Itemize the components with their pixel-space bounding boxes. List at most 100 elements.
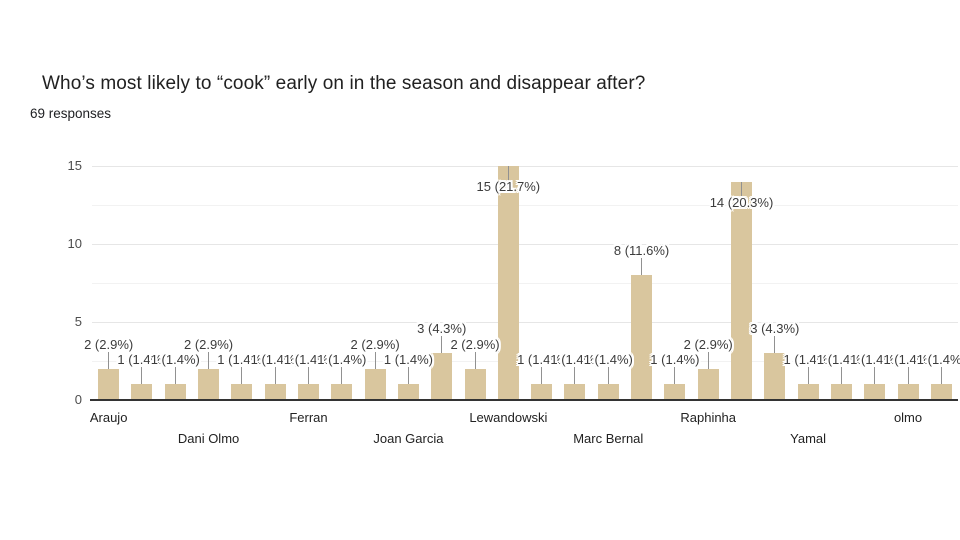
- annotation-stem: [507, 166, 509, 180]
- bar-annotation: 2 (2.9%): [84, 336, 134, 352]
- y-tick-label: 5: [74, 314, 82, 329]
- question-title: Who’s most likely to “cook” early on in …: [42, 73, 646, 94]
- annotation-stem: [141, 367, 143, 385]
- bar-annotation: 14 (20.3%): [709, 194, 774, 210]
- bar-annotation: 1 (1.4%): [150, 352, 200, 368]
- bar-annotation: 1 (1.4%): [317, 352, 367, 368]
- bar: [597, 384, 619, 400]
- bar-annotation: 2 (2.9%): [450, 336, 500, 352]
- gridline-minor: [92, 283, 958, 284]
- bar: [531, 384, 553, 400]
- annotation-stem: [674, 367, 676, 385]
- x-category-label: Ferran: [289, 410, 328, 425]
- x-category-label: Raphinha: [680, 410, 737, 425]
- bar: [930, 384, 952, 400]
- bar: [731, 181, 752, 400]
- bar-annotation: 1 (1.4%): [217, 352, 267, 368]
- bar-annotation: 1 (1.4%): [650, 352, 700, 368]
- x-category-label: Araujo: [89, 410, 128, 425]
- annotation-stem: [741, 181, 742, 196]
- annotation-stem: [308, 367, 309, 385]
- bar: [564, 384, 586, 400]
- annotation-stem: [940, 367, 942, 385]
- bar: [664, 384, 686, 400]
- bar: [830, 384, 852, 400]
- annotation-stem: [441, 336, 443, 354]
- annotation-stem: [874, 367, 876, 385]
- bar-annotation: 1 (1.4%): [550, 352, 600, 368]
- bar-annotation: 1 (1.4%): [916, 352, 960, 368]
- x-category-label: Yamal: [790, 431, 827, 446]
- bar: [764, 353, 786, 400]
- bar: [98, 368, 120, 400]
- x-category-label: Lewandowski: [469, 410, 548, 425]
- annotation-stem: [341, 367, 343, 385]
- annotation-stem: [774, 336, 776, 354]
- annotation-stem: [641, 258, 643, 276]
- bar: [397, 384, 419, 400]
- y-tick-label: 10: [67, 236, 82, 251]
- gridline-minor: [92, 205, 958, 206]
- bar: [298, 384, 319, 400]
- bar-annotation: 1 (1.4%): [250, 352, 300, 368]
- bar-annotation: 3 (4.3%): [750, 321, 800, 337]
- bar: [231, 384, 253, 400]
- annotation-stem: [108, 351, 110, 369]
- annotation-stem: [907, 367, 909, 385]
- bar: [797, 384, 819, 400]
- bar: [864, 384, 886, 400]
- bar: [631, 275, 653, 400]
- bar: [431, 353, 453, 400]
- annotation-stem: [241, 367, 243, 385]
- annotation-stem: [274, 367, 276, 385]
- bar-annotation: 3 (4.3%): [417, 321, 467, 337]
- bar: [897, 384, 919, 400]
- bar-annotation: 1 (1.4%): [883, 352, 933, 368]
- annotation-stem: [208, 351, 210, 369]
- bar: [697, 368, 719, 400]
- annotation-stem: [374, 351, 376, 369]
- bar: [264, 384, 286, 400]
- responses-count: 69 responses: [30, 106, 112, 121]
- x-category-label: olmo: [893, 410, 923, 425]
- annotation-stem: [807, 367, 809, 385]
- annotation-stem: [840, 367, 842, 385]
- annotation-stem: [174, 367, 176, 385]
- bar: [198, 368, 220, 400]
- bar: [331, 384, 353, 400]
- bar: [464, 368, 486, 400]
- annotation-stem: [407, 367, 409, 385]
- bar-annotation: 1 (1.4%): [283, 352, 334, 368]
- y-tick-label: 15: [67, 158, 82, 173]
- bar-annotation: 2 (2.9%): [183, 336, 234, 352]
- gridline-minor: [92, 361, 958, 362]
- bar: [131, 384, 153, 400]
- annotation-stem: [607, 367, 609, 385]
- annotation-stem: [707, 351, 709, 369]
- bar: [164, 384, 186, 400]
- x-category-label: Marc Bernal: [573, 431, 644, 446]
- bar-annotation: 1 (1.4%): [383, 352, 433, 368]
- annotation-stem: [474, 351, 476, 369]
- bar: [364, 368, 386, 400]
- gridline-major: [92, 322, 958, 323]
- bar-annotation: 1 (1.4%): [517, 352, 567, 368]
- annotation-stem: [541, 367, 543, 385]
- x-axis-baseline: [90, 399, 958, 401]
- y-tick-label: 0: [74, 392, 82, 407]
- x-category-label: Dani Olmo: [177, 431, 240, 446]
- bar-annotation: 1 (1.4%): [850, 352, 900, 368]
- bar-annotation: 1 (1.4%): [117, 352, 167, 368]
- bar-annotation: 8 (11.6%): [613, 243, 670, 259]
- annotation-stem: [574, 367, 576, 385]
- bar-annotation: 1 (1.4%): [783, 352, 833, 368]
- bar-annotation: 1 (1.4%): [583, 352, 633, 368]
- x-category-label: Joan Garcia: [373, 431, 444, 446]
- bar-annotation: 1 (1.4%): [816, 352, 866, 368]
- gridline-major: [92, 244, 958, 245]
- gridline-major: [92, 166, 958, 167]
- bar: [497, 166, 519, 400]
- bar-annotation: 2 (2.9%): [683, 336, 733, 352]
